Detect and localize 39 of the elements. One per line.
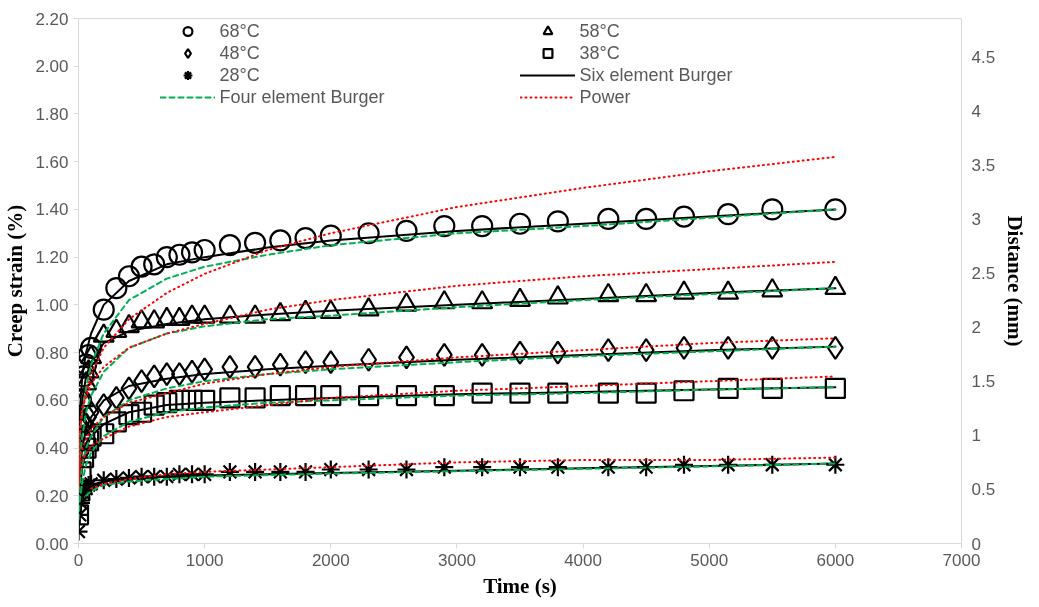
legend-label: Power — [579, 86, 632, 108]
x-tick-label: 1000 — [185, 550, 224, 570]
y2-tick-label: 0.5 — [971, 480, 996, 500]
x-tick-label: 5000 — [690, 550, 729, 570]
legend-label: 68°C — [219, 20, 261, 42]
legend-label: 48°C — [219, 42, 261, 64]
y-tick-label: 1.20 — [35, 248, 69, 268]
y-axis-title: Creep strain (%) — [3, 204, 28, 358]
y2-tick-label: 3 — [971, 210, 981, 230]
y-tick-label: 2.00 — [35, 57, 69, 77]
y2-axis-title: Distance (mm) — [1003, 215, 1028, 347]
x-axis-title: Time (s) — [483, 573, 557, 598]
y-tick-label: 1.40 — [35, 200, 69, 220]
y-tick-label: 0.00 — [35, 534, 69, 554]
legend-label: 58°C — [579, 20, 621, 42]
y-tick-label: 1.60 — [35, 152, 69, 172]
legend-label: 38°C — [579, 42, 621, 64]
legend-label: 28°C — [219, 64, 261, 86]
x-tick-label: 0 — [73, 550, 84, 570]
y2-tick-label: 1.5 — [971, 372, 996, 392]
y2-tick-label: 3.5 — [971, 156, 996, 176]
x-tick-label: 3000 — [438, 550, 476, 570]
y2-tick-label: 4 — [971, 102, 981, 122]
y-tick-label: 0.60 — [35, 391, 69, 411]
y2-tick-label: 4.5 — [971, 48, 996, 68]
y-tick-label: 1.00 — [35, 295, 69, 315]
y-tick-label: 2.20 — [35, 9, 69, 29]
y2-tick-label: 2.5 — [971, 264, 996, 284]
y2-tick-label: 2 — [971, 318, 981, 338]
y-tick-label: 0.80 — [35, 343, 69, 363]
legend-label: Four element Burger — [219, 86, 386, 108]
x-tick-label: 4000 — [564, 550, 602, 570]
y-tick-label: 0.20 — [35, 486, 69, 506]
x-tick-label: 2000 — [311, 550, 350, 570]
x-tick-label: 6000 — [816, 550, 855, 570]
y-tick-label: 0.40 — [35, 439, 69, 459]
legend-label: Six element Burger — [579, 64, 734, 86]
y2-tick-label: 1 — [971, 426, 981, 446]
y-tick-label: 1.80 — [35, 104, 69, 124]
